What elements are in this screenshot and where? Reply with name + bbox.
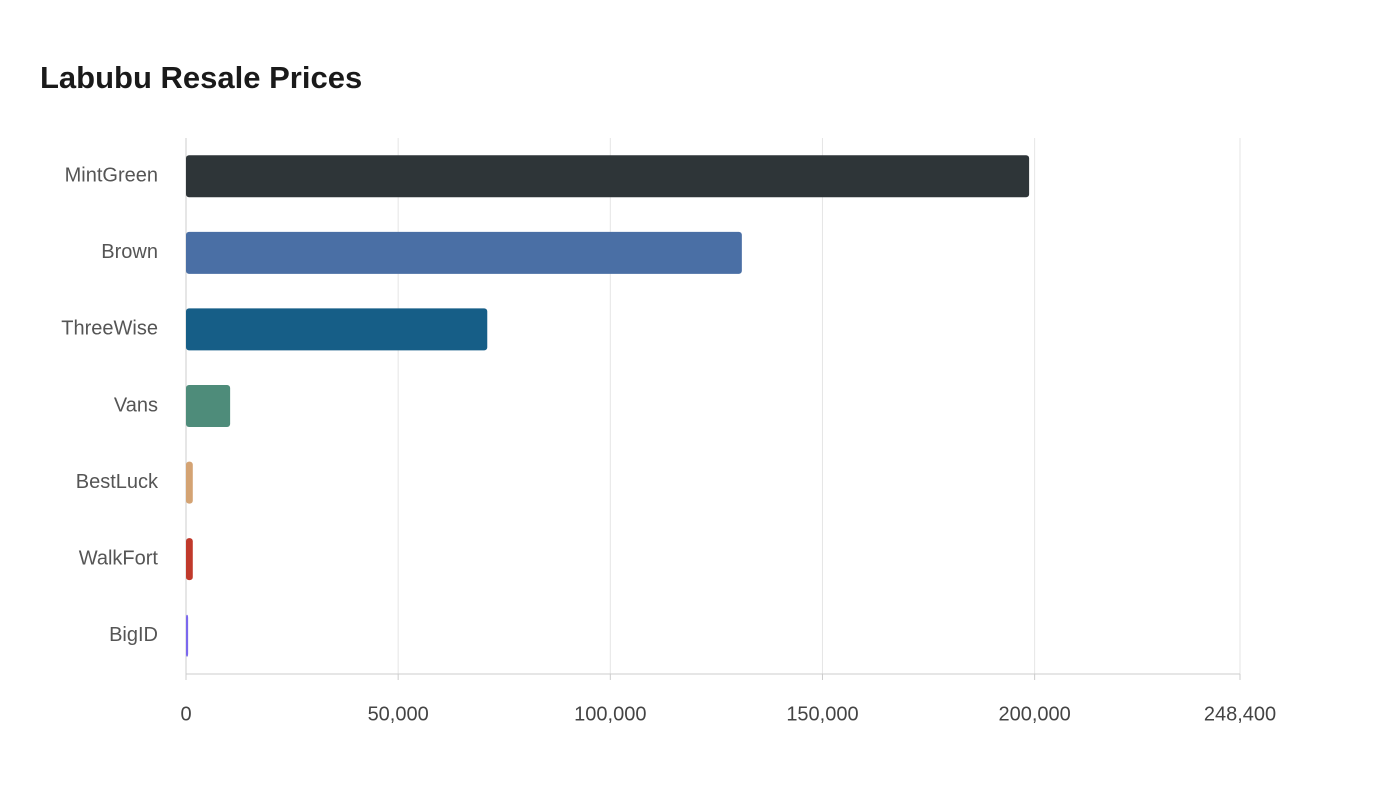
- chart-title: Labubu Resale Prices: [40, 60, 362, 95]
- x-tick-label: 150,000: [786, 703, 858, 725]
- bar: [186, 461, 193, 504]
- x-tick-label: 50,000: [368, 703, 429, 725]
- x-tick-label: 200,000: [998, 703, 1070, 725]
- y-tick-label: BigID: [109, 624, 158, 646]
- bar: [186, 231, 742, 274]
- y-tick-label: WalkFort: [79, 547, 159, 569]
- bar: [186, 155, 1030, 198]
- x-tick-label: 248,400: [1204, 703, 1276, 725]
- y-tick-label: MintGreen: [65, 165, 158, 187]
- bar: [186, 385, 231, 427]
- bar: [186, 538, 193, 581]
- y-tick-label: Vans: [114, 394, 158, 416]
- bar: [186, 308, 488, 351]
- y-tick-label: BestLuck: [76, 471, 159, 493]
- x-tick-label: 0: [180, 703, 191, 725]
- y-tick-label: Brown: [101, 241, 158, 263]
- bar: [186, 614, 189, 657]
- y-tick-label: ThreeWise: [61, 318, 158, 340]
- x-tick-label: 100,000: [574, 703, 646, 725]
